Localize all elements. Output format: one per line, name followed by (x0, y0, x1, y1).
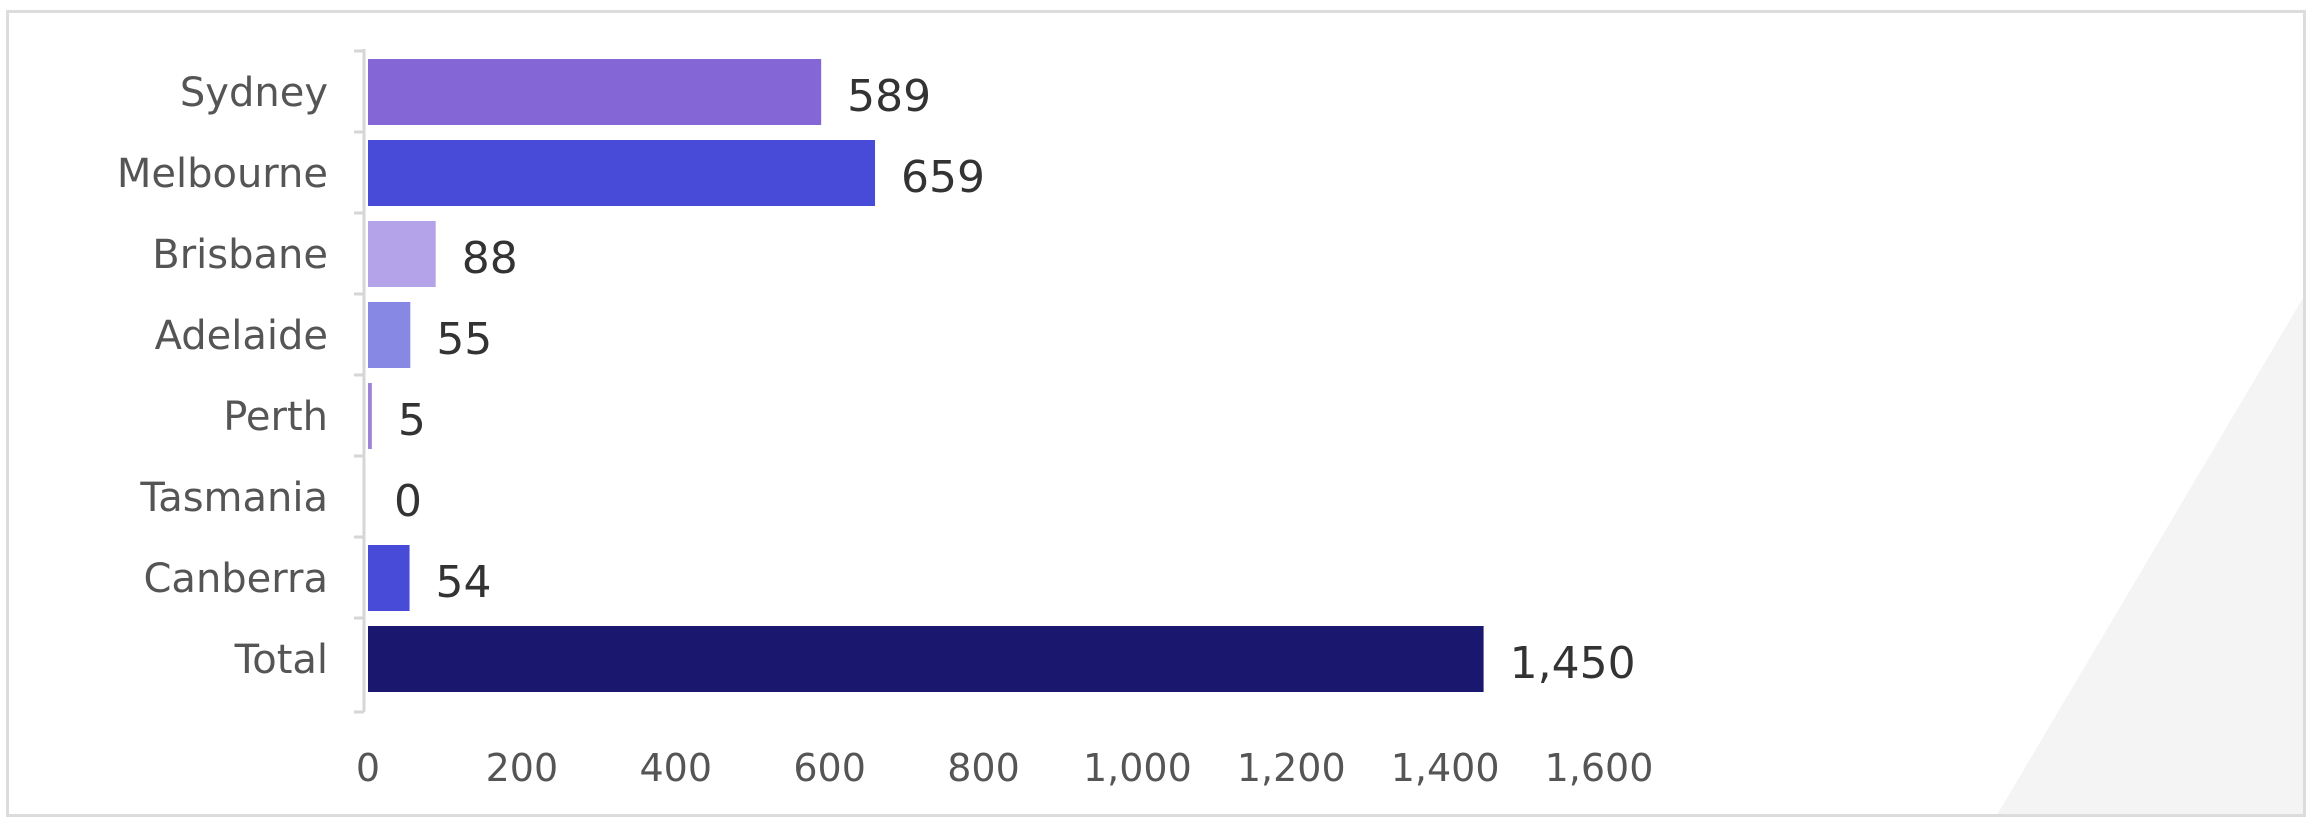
category-label: Brisbane (152, 232, 328, 278)
x-tick-label: 1,000 (1083, 746, 1192, 790)
x-tick-label: 1,400 (1391, 746, 1500, 790)
category-label: Melbourne (117, 151, 328, 197)
data-label: 55 (436, 314, 492, 365)
bar-chart: Sydney 589 Melbourne 659 Brisbane 88 Adelaide 5… (117, 49, 2303, 814)
category-label: Tasmania (139, 475, 328, 521)
x-tick-label: 1,600 (1545, 746, 1654, 790)
x-tick-label: 800 (947, 746, 1020, 790)
x-tick-label: 1,200 (1237, 746, 1346, 790)
data-label: 54 (436, 557, 492, 608)
x-tick-label: 0 (356, 746, 380, 790)
data-label: 5 (398, 395, 426, 446)
x-tick-label: 200 (486, 746, 559, 790)
bar-melbourne (368, 140, 876, 206)
data-label: 589 (847, 71, 931, 122)
bar-perth (368, 383, 372, 449)
data-label: 88 (462, 233, 518, 284)
bar-adelaide (368, 302, 411, 368)
category-label: Sydney (180, 70, 328, 116)
category-label: Perth (223, 394, 328, 440)
bar-total (368, 626, 1484, 692)
chart-frame: Sydney 589 Melbourne 659 Brisbane 88 Adelaide 5… (6, 10, 2306, 817)
bar-canberra (368, 545, 410, 611)
bar-sydney (368, 59, 822, 125)
bar-brisbane (368, 221, 436, 287)
data-label: 1,450 (1510, 638, 1636, 689)
x-tick-label: 400 (639, 746, 712, 790)
data-label: 659 (901, 152, 985, 203)
corner-decoration (1997, 298, 2303, 814)
category-label: Total (234, 637, 328, 683)
category-label: Canberra (144, 556, 329, 602)
category-label: Adelaide (155, 313, 328, 359)
x-tick-label: 600 (793, 746, 866, 790)
data-label: 0 (394, 476, 422, 527)
